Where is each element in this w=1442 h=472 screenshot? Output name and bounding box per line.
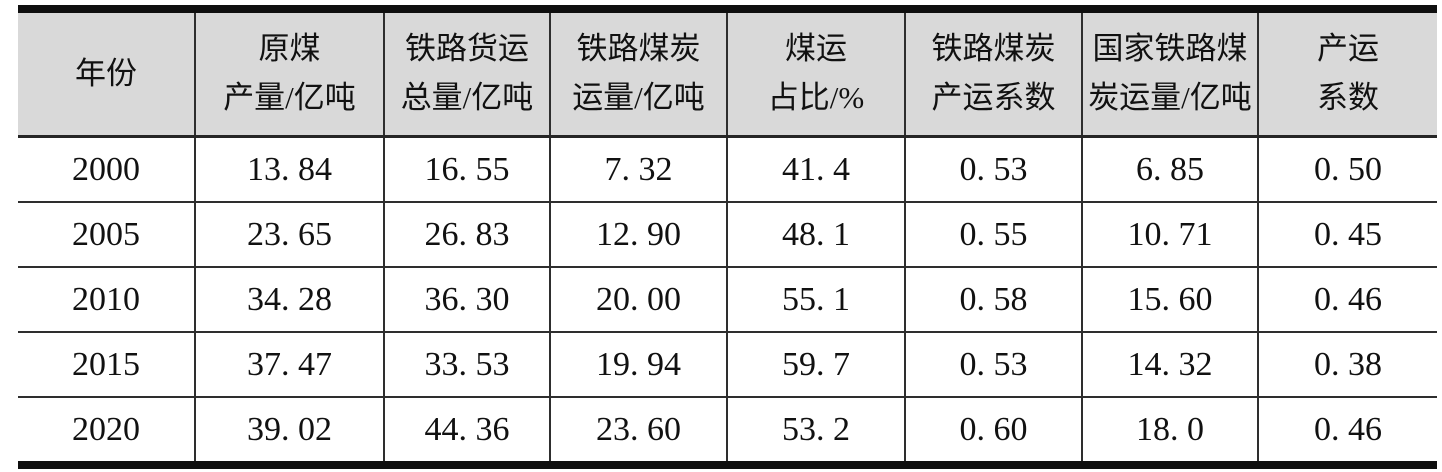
table-row-2020: 2020 39. 02 44. 36 23. 60 53. 2 0. 60 18… xyxy=(18,396,1437,465)
table-cell: 23. 60 xyxy=(549,396,728,465)
header-line: 总量/亿吨 xyxy=(400,80,534,115)
table-cell: 33. 53 xyxy=(383,331,551,398)
header-line: 产量/亿吨 xyxy=(223,80,356,115)
table-cell: 13. 84 xyxy=(194,136,385,203)
table-cell: 18. 0 xyxy=(1081,396,1259,465)
header-line: 原煤 xyxy=(258,31,321,67)
table-cell: 0. 58 xyxy=(904,266,1083,333)
table-cell: 15. 60 xyxy=(1081,266,1259,333)
header-line: 铁路煤炭 xyxy=(931,31,1056,67)
table-row-2015: 2015 37. 47 33. 53 19. 94 59. 7 0. 53 14… xyxy=(18,331,1437,398)
header-cell-year: 年份 xyxy=(18,9,196,138)
header-line: 产运 xyxy=(1317,31,1379,67)
cell-year: 2010 xyxy=(18,266,196,333)
table-cell: 20. 00 xyxy=(549,266,728,333)
table-body: 2000 13. 84 16. 55 7. 32 41. 4 0. 53 6. … xyxy=(18,136,1437,465)
table-cell: 34. 28 xyxy=(194,266,385,333)
table-cell: 0. 38 xyxy=(1257,331,1437,398)
table-cell: 53. 2 xyxy=(726,396,906,465)
table-cell: 12. 90 xyxy=(549,201,728,268)
cell-year: 2000 xyxy=(18,136,196,203)
table-cell: 19. 94 xyxy=(549,331,728,398)
table-cell: 0. 46 xyxy=(1257,266,1437,333)
table-row-2010: 2010 34. 28 36. 30 20. 00 55. 1 0. 58 15… xyxy=(18,266,1437,333)
header-cell-national-rail-coal-volume: 国家铁路煤 炭运量/亿吨 xyxy=(1081,9,1259,138)
header-line: 占比/% xyxy=(767,80,865,115)
table-row-2005: 2005 23. 65 26. 83 12. 90 48. 1 0. 55 10… xyxy=(18,201,1437,268)
header-cell-coal-share: 煤运 占比/% xyxy=(726,9,906,138)
table-cell: 0. 46 xyxy=(1257,396,1437,465)
header-cell-rail-coal-volume: 铁路煤炭 运量/亿吨 xyxy=(549,9,728,138)
table-row-2000: 2000 13. 84 16. 55 7. 32 41. 4 0. 53 6. … xyxy=(18,136,1437,203)
table-cell: 0. 60 xyxy=(904,396,1083,465)
header-line: 国家铁路煤 xyxy=(1092,31,1248,67)
table-cell: 16. 55 xyxy=(383,136,551,203)
table-cell: 14. 32 xyxy=(1081,331,1259,398)
table-cell: 41. 4 xyxy=(726,136,906,203)
header-line: 铁路货运 xyxy=(405,31,529,67)
header-line: 年份 xyxy=(75,55,137,91)
table-cell: 7. 32 xyxy=(549,136,728,203)
header-line: 铁路煤炭 xyxy=(576,31,701,67)
header-cell-rail-freight-total: 铁路货运 总量/亿吨 xyxy=(383,9,551,138)
table-cell: 0. 55 xyxy=(904,201,1083,268)
table-cell: 48. 1 xyxy=(726,201,906,268)
table-header-row: 年份 原煤 产量/亿吨 铁路货运 总量/亿吨 铁路煤炭 运量/亿吨 煤运 xyxy=(18,9,1437,138)
table-cell: 44. 36 xyxy=(383,396,551,465)
cell-year: 2020 xyxy=(18,396,196,465)
coal-transport-statistics-table: 年份 原煤 产量/亿吨 铁路货运 总量/亿吨 铁路煤炭 运量/亿吨 煤运 xyxy=(18,5,1437,469)
table-cell: 0. 45 xyxy=(1257,201,1437,268)
header-line: 产运系数 xyxy=(931,80,1056,115)
header-cell-raw-coal-output: 原煤 产量/亿吨 xyxy=(194,9,385,138)
header-line: 炭运量/亿吨 xyxy=(1088,80,1252,115)
header-line: 煤运 xyxy=(785,31,847,67)
table-cell: 36. 30 xyxy=(383,266,551,333)
table-cell: 0. 50 xyxy=(1257,136,1437,203)
header-line: 运量/亿吨 xyxy=(572,80,705,115)
table-cell: 39. 02 xyxy=(194,396,385,465)
table-cell: 0. 53 xyxy=(904,331,1083,398)
table-cell: 59. 7 xyxy=(726,331,906,398)
table-cell: 0. 53 xyxy=(904,136,1083,203)
table-cell: 26. 83 xyxy=(383,201,551,268)
table-cell: 55. 1 xyxy=(726,266,906,333)
header-line: 系数 xyxy=(1317,80,1379,115)
header-cell-rail-coal-coefficient: 铁路煤炭 产运系数 xyxy=(904,9,1083,138)
table-cell: 6. 85 xyxy=(1081,136,1259,203)
cell-year: 2005 xyxy=(18,201,196,268)
header-cell-production-transport-coefficient: 产运 系数 xyxy=(1257,9,1437,138)
table-cell: 37. 47 xyxy=(194,331,385,398)
cell-year: 2015 xyxy=(18,331,196,398)
table-cell: 10. 71 xyxy=(1081,201,1259,268)
table-cell: 23. 65 xyxy=(194,201,385,268)
